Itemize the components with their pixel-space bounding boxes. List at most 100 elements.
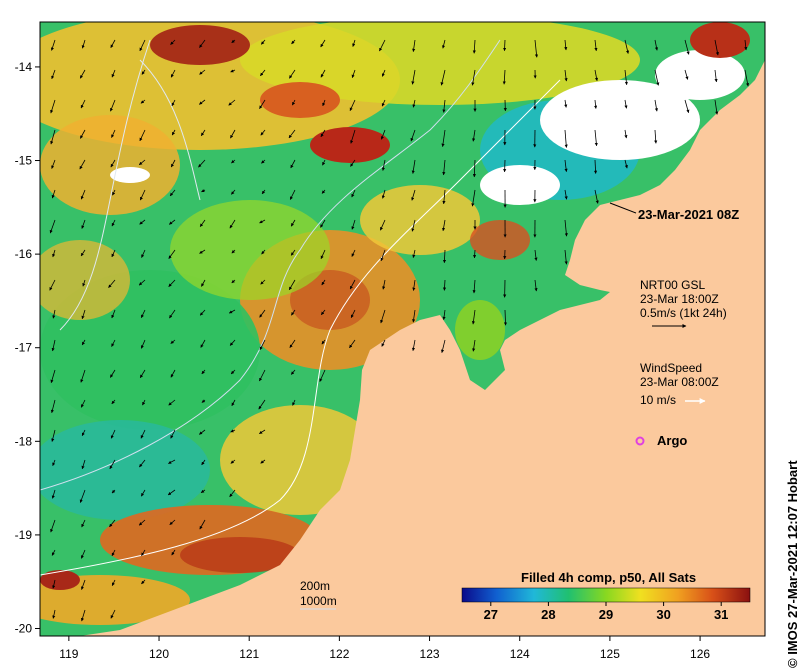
current-arrow <box>140 489 146 497</box>
current-arrow <box>81 519 86 528</box>
current-arrow <box>564 219 568 237</box>
current-arrow <box>169 309 176 319</box>
current-arrow <box>199 249 206 254</box>
lon-tick-label: 119 <box>59 647 78 661</box>
current-arrow <box>412 99 416 108</box>
current-arrow <box>141 249 146 258</box>
current-arrow <box>259 369 266 382</box>
current-arrow <box>230 189 236 195</box>
current-arrow <box>139 189 146 201</box>
current-arrow <box>139 39 146 52</box>
current-arrow <box>81 309 86 320</box>
argo-marker <box>635 436 645 446</box>
colorbar-gradient <box>461 587 751 603</box>
current-arrow <box>51 549 56 556</box>
current-arrow <box>110 39 116 48</box>
current-arrow <box>228 309 236 314</box>
current-arrow <box>320 249 326 260</box>
current-arrow <box>111 249 116 258</box>
current-arrow <box>322 99 326 107</box>
colorbar-tick-label: 27 <box>484 607 498 622</box>
current-arrow <box>231 249 236 254</box>
current-arrow <box>170 339 176 344</box>
current-arrow <box>440 339 446 353</box>
latitude-axis: -14 -15 -16 -17 -18 -19 -20 <box>15 60 40 636</box>
current-arrow <box>168 249 176 259</box>
current-arrow <box>624 159 628 169</box>
current-arrow <box>259 339 266 351</box>
current-arrow <box>380 309 386 324</box>
current-arrow <box>261 189 266 195</box>
current-arrow <box>81 429 86 437</box>
current-arrow <box>52 249 56 258</box>
current-arrow <box>654 129 658 144</box>
current-arrow <box>109 369 116 378</box>
lat-tick-label: -20 <box>15 622 33 636</box>
current-arrow <box>200 339 206 348</box>
current-arrow <box>171 99 176 107</box>
current-arrow <box>201 279 206 287</box>
lon-tick-label: 126 <box>690 647 710 661</box>
current-title: NRT00 GSL <box>640 278 705 292</box>
current-arrow <box>744 69 750 87</box>
current-arrow <box>290 369 296 375</box>
current-arrow <box>80 189 86 200</box>
current-arrow <box>411 189 416 201</box>
argo-label: Argo <box>657 433 687 448</box>
current-arrow <box>261 249 266 255</box>
current-arrow <box>140 429 146 439</box>
current-arrow <box>141 549 146 556</box>
current-arrow <box>229 489 236 498</box>
current-arrow <box>81 579 86 590</box>
current-arrow <box>168 279 176 287</box>
current-vectors <box>49 39 750 622</box>
current-arrow <box>260 39 266 45</box>
colorbar-tick-label: 29 <box>599 607 613 622</box>
current-arrow <box>201 399 206 403</box>
plot-frame <box>39 21 766 637</box>
current-arrow <box>594 69 599 82</box>
current-arrow <box>51 489 56 499</box>
current-arrow <box>109 459 116 470</box>
current-arrow <box>200 489 206 494</box>
current-arrow <box>381 159 386 171</box>
lat-tick-label: -15 <box>15 154 33 168</box>
colorbar-title: Filled 4h comp, p50, All Sats <box>521 570 696 585</box>
current-arrow <box>260 129 266 136</box>
current-arrow <box>82 279 86 287</box>
current-arrow <box>229 339 236 346</box>
current-arrow <box>200 129 206 136</box>
current-arrow <box>49 279 56 291</box>
current-arrow <box>320 69 326 78</box>
current-arrow <box>291 99 296 106</box>
current-arrow <box>201 459 206 466</box>
current-arrow <box>52 309 56 319</box>
current-arrow <box>442 99 446 113</box>
current-arrow <box>320 219 326 228</box>
current-arrow <box>472 339 476 352</box>
current-arrow <box>594 39 598 52</box>
current-arrow <box>230 459 236 464</box>
current-arrow <box>714 39 719 56</box>
current-arrow <box>382 279 386 290</box>
current-arrow <box>170 69 176 78</box>
current-arrow <box>50 99 56 114</box>
current-arrow <box>52 579 56 589</box>
current-arrow <box>288 279 296 291</box>
current-arrow <box>289 69 296 79</box>
current-arrow <box>503 309 508 326</box>
lon-tick-label: 122 <box>329 647 349 661</box>
current-arrow <box>230 369 236 375</box>
colorbar-ticks: 27 28 29 30 31 <box>484 602 728 622</box>
current-arrow <box>564 129 568 148</box>
credit-text: © IMOS 27-Mar-2021 12:07 Hobart <box>785 460 800 668</box>
current-arrow <box>564 159 568 172</box>
current-arrow <box>473 249 477 259</box>
current-arrow <box>170 429 176 439</box>
colorbar-tick-label: 30 <box>656 607 670 622</box>
timestamp-label: 23-Mar-2021 08Z <box>638 207 739 222</box>
current-arrow <box>349 279 356 290</box>
lon-tick-label: 123 <box>420 647 440 661</box>
current-arrow <box>80 609 86 622</box>
current-arrow <box>141 579 146 585</box>
